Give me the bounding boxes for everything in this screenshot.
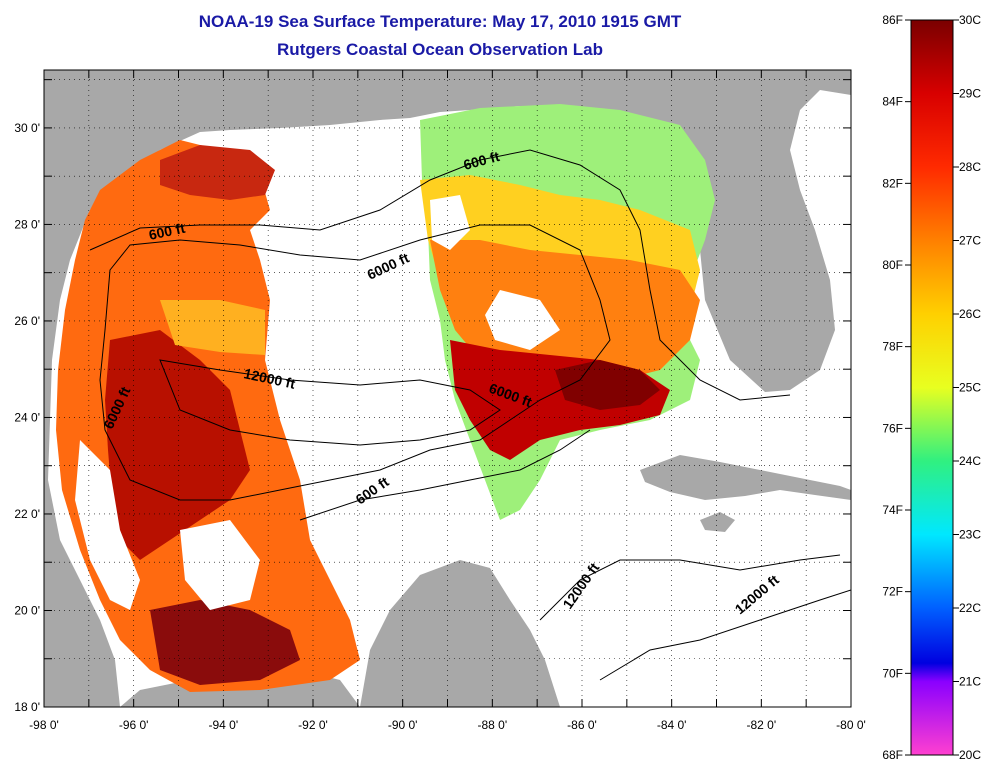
cloud-east (485, 290, 560, 350)
axis-ticks: -98 0' -96 0' -94 0' -92 0' -90 0' -88 0' -86 … (14, 70, 866, 732)
sst-east-dark (555, 360, 660, 410)
lat-tick-label: 20 0' (14, 603, 40, 617)
colorbar-label-c: 20C (959, 748, 981, 762)
colorbar-label-c: 22C (959, 601, 981, 615)
lon-tick-label: -94 0' (209, 718, 239, 732)
colorbar-label-c: 27C (959, 234, 981, 248)
colorbar-label-f: 72F (882, 585, 903, 599)
lon-tick-label: -86 0' (567, 718, 597, 732)
colorbar-label-f: 76F (882, 421, 903, 435)
lat-lon-grid (44, 70, 851, 707)
lon-tick-label: -88 0' (478, 718, 508, 732)
colorbar-label-c: 26C (959, 307, 981, 321)
lon-tick-label: -96 0' (119, 718, 149, 732)
colorbar-label-c: 29C (959, 87, 981, 101)
cloud-east-2 (430, 195, 470, 250)
lat-tick-label: 30 0' (14, 121, 40, 135)
colorbar-label-c: 24C (959, 454, 981, 468)
cloud-west (75, 440, 140, 610)
colorbar-label-c: 25C (959, 381, 981, 395)
lat-tick-label: 24 0' (14, 410, 40, 424)
land-cuba-west (700, 512, 735, 532)
lon-tick-label: -82 0' (747, 718, 777, 732)
label-600ft-w: 600 ft (147, 220, 186, 243)
lat-tick-label: 28 0' (14, 217, 40, 231)
lon-tick-label: -92 0' (298, 718, 328, 732)
sst-east-orange (430, 240, 700, 380)
colorbar-label-f: 82F (882, 176, 903, 190)
colorbar-label-c: 23C (959, 528, 981, 542)
land-yucatan (360, 560, 560, 707)
colorbar-label-f: 84F (882, 95, 903, 109)
lat-tick-label: 26 0' (14, 314, 40, 328)
map-subtitle: Rutgers Coastal Ocean Observation Lab (277, 40, 603, 59)
map-title: NOAA-19 Sea Surface Temperature: May 17,… (198, 12, 682, 31)
sst-west-dark (150, 600, 300, 685)
cloud-west-2 (180, 520, 260, 610)
contour-12000ft (159, 359, 501, 446)
land-cuba (640, 455, 851, 500)
lon-tick-label: -84 0' (657, 718, 687, 732)
colorbar (910, 19, 954, 756)
colorbar-label-c: 28C (959, 160, 981, 174)
land-us-south (44, 70, 851, 707)
colorbar-label-f: 78F (882, 340, 903, 354)
colorbar-label-f: 68F (882, 748, 903, 762)
colorbar-label-f: 70F (882, 666, 903, 680)
contour-6000ft (99, 224, 611, 501)
lon-tick-label: -90 0' (388, 718, 418, 732)
sst-west-hot (105, 330, 250, 560)
contour-600ft-south (299, 429, 591, 521)
sst-west-yellow (160, 300, 265, 355)
colorbar-ticks: 30C 29C 28C 27C 26C 25C 24C 23C 22C 21C 20C 86F 84F 8… (882, 13, 981, 762)
bathymetry-contours (89, 149, 851, 681)
lat-tick-label: 18 0' (14, 700, 40, 714)
lat-tick-label: 22 0' (14, 507, 40, 521)
sst-west-top (160, 145, 275, 200)
lon-tick-label: -80 0' (836, 718, 866, 732)
colorbar-label-f: 86F (882, 13, 903, 27)
contour-12000ft-south (539, 554, 841, 621)
lon-tick-label: -98 0' (29, 718, 59, 732)
colorbar-label-c: 30C (959, 13, 981, 27)
colorbar-label-c: 21C (959, 675, 981, 689)
contour-caribbean (599, 589, 851, 681)
contour-600ft (89, 149, 791, 401)
colorbar-label-f: 80F (882, 258, 903, 272)
colorbar-label-f: 74F (882, 503, 903, 517)
